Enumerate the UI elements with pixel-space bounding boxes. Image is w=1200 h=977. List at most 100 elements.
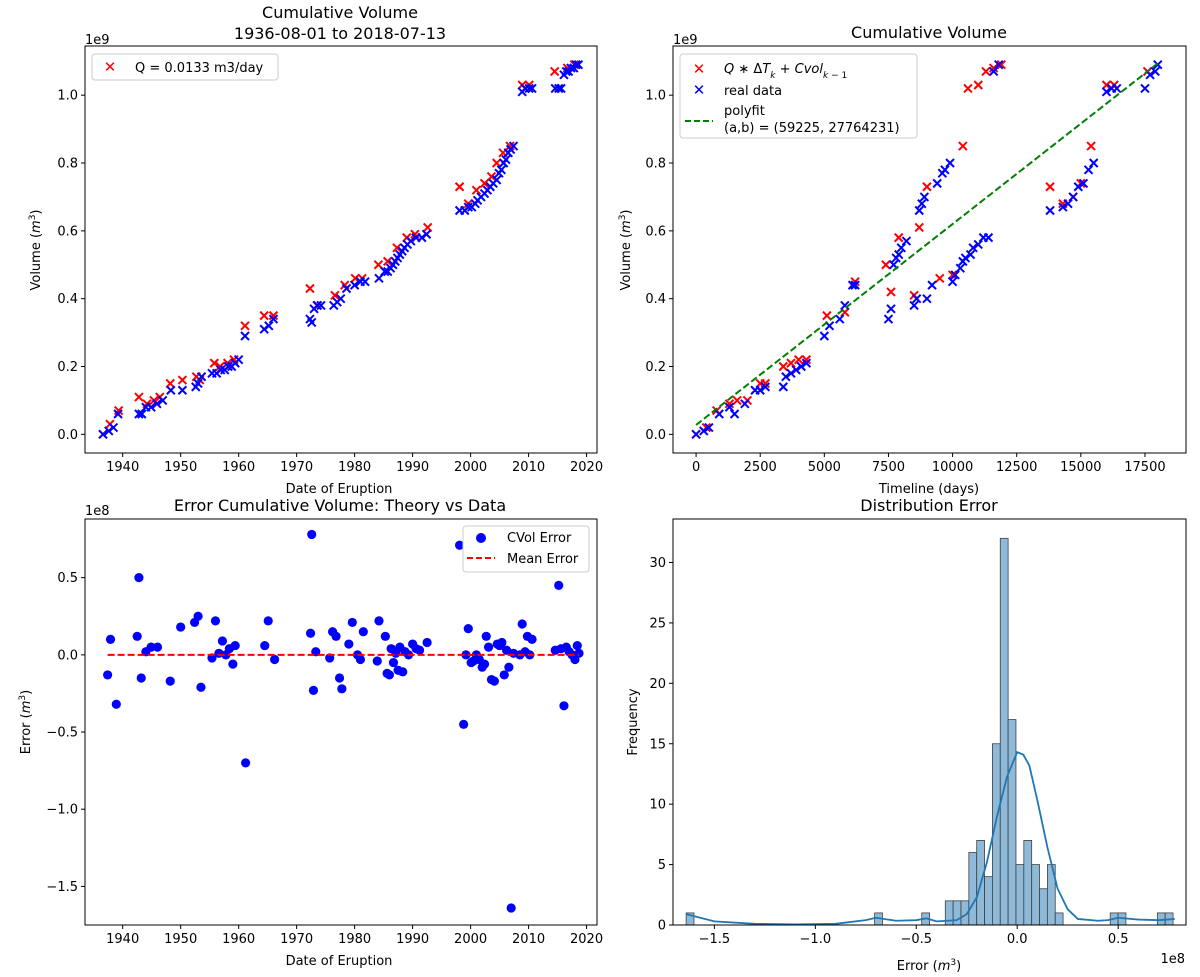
x-tick-label: 2020 <box>570 932 603 947</box>
x-tick-label: 1940 <box>106 932 139 947</box>
data-point <box>341 283 352 294</box>
data-point <box>136 673 146 683</box>
data-point <box>559 701 569 711</box>
y-tick-label: 5 <box>658 858 666 873</box>
y-offset-label: 1e9 <box>673 33 698 48</box>
data-point <box>922 182 932 192</box>
data-point <box>1112 83 1122 94</box>
data-point <box>479 178 490 189</box>
data-point <box>177 385 188 395</box>
data-point <box>517 619 527 629</box>
histogram-bar <box>1015 864 1025 926</box>
data-point <box>729 409 740 419</box>
data-point <box>947 270 958 280</box>
data-point <box>134 409 144 419</box>
x-tick-label: 1960 <box>222 932 255 947</box>
y-tick-label: 0.6 <box>645 224 666 239</box>
x-tick-label: 12500 <box>996 460 1037 475</box>
histogram-bar <box>1054 912 1064 926</box>
x-tick-label: 0 <box>692 460 700 475</box>
data-point <box>380 266 390 277</box>
data-point <box>98 429 108 440</box>
x-tick-label: 17500 <box>1124 460 1165 475</box>
data-point <box>384 670 395 680</box>
y-tick-label: 0 <box>658 919 666 934</box>
data-point <box>1068 192 1078 202</box>
legend-label: CVol Error <box>507 531 572 546</box>
data-point <box>760 382 771 392</box>
data-point <box>973 239 983 250</box>
legend: ✕ Q ∗ ΔTk + Cvolk − 1 ✕ real data polyfi… <box>679 53 918 139</box>
data-point <box>483 642 494 652</box>
plot-area: 0 2500 5000 7500 10000 12500 15000 17500 0.0 0.2 0… <box>645 45 1187 475</box>
y-tick-label: 1.0 <box>645 89 666 104</box>
y-tick-label: 0.2 <box>57 360 78 375</box>
histogram-bar <box>1039 888 1048 926</box>
data-point <box>230 640 240 651</box>
x-tick-label: 2000 <box>454 460 487 475</box>
data-point <box>241 758 251 768</box>
data-point <box>501 154 511 165</box>
y-tick-label: 1.0 <box>57 89 78 104</box>
data-point <box>264 321 274 331</box>
data-point <box>307 317 317 328</box>
data-point <box>331 631 341 641</box>
x-tick-label: 2020 <box>570 460 603 475</box>
x-axis-label: Date of Eruption <box>286 482 393 497</box>
data-point <box>398 667 408 677</box>
data-point <box>422 637 432 648</box>
data-point <box>454 182 465 192</box>
data-point <box>932 178 942 189</box>
data-point <box>233 355 244 365</box>
data-point <box>508 141 519 151</box>
chart-error-distribution: Distribution Error Error (m3) 1e8 Freque… <box>626 496 1187 974</box>
histogram-bar <box>968 852 978 926</box>
data-point <box>1083 165 1094 175</box>
data-point <box>791 365 801 375</box>
data-point <box>165 676 175 686</box>
x-tick-label: 1990 <box>396 460 429 475</box>
data-point <box>347 617 357 628</box>
x-tick-label: 2010 <box>512 932 545 947</box>
data-point <box>217 636 228 646</box>
y-tick-label: 0.0 <box>57 648 78 663</box>
y-offset-label: 1e8 <box>85 504 110 519</box>
data-point <box>157 395 168 406</box>
data-point <box>1063 199 1073 209</box>
data-point <box>801 358 812 368</box>
data-point <box>914 205 924 216</box>
axes-frame <box>84 45 598 454</box>
x-tick-label: 1980 <box>338 932 371 947</box>
data-point <box>886 304 896 314</box>
data-point <box>988 66 999 77</box>
y-tick-label: 0.0 <box>645 428 666 443</box>
data-point <box>421 229 432 239</box>
data-point <box>571 59 581 70</box>
data-point <box>947 277 958 287</box>
data-point <box>917 199 927 209</box>
y-axis-label: Frequency <box>626 688 641 755</box>
chart-title: Cumulative Volume <box>851 23 1007 42</box>
y-tick-label: 10 <box>649 798 666 813</box>
data-point <box>137 409 147 419</box>
chart-title: Error Cumulative Volume: Theory vs Data <box>174 496 506 515</box>
data-point <box>268 314 279 324</box>
data-point <box>193 378 203 389</box>
data-point <box>549 66 560 77</box>
x-tick-label: −0.5 <box>900 932 932 947</box>
data-point <box>334 673 345 683</box>
x-offset-label: 1e8 <box>1160 952 1185 967</box>
data-point <box>374 616 384 626</box>
y-tick-label: 0.8 <box>645 157 666 172</box>
data-point <box>691 429 701 440</box>
data-point <box>714 409 724 419</box>
data-point <box>307 529 317 540</box>
data-point <box>527 634 537 645</box>
data-point <box>223 361 233 372</box>
data-point <box>196 682 206 692</box>
data-point <box>963 83 973 94</box>
data-point <box>146 402 156 412</box>
data-point <box>955 263 965 273</box>
data-point <box>909 300 919 311</box>
